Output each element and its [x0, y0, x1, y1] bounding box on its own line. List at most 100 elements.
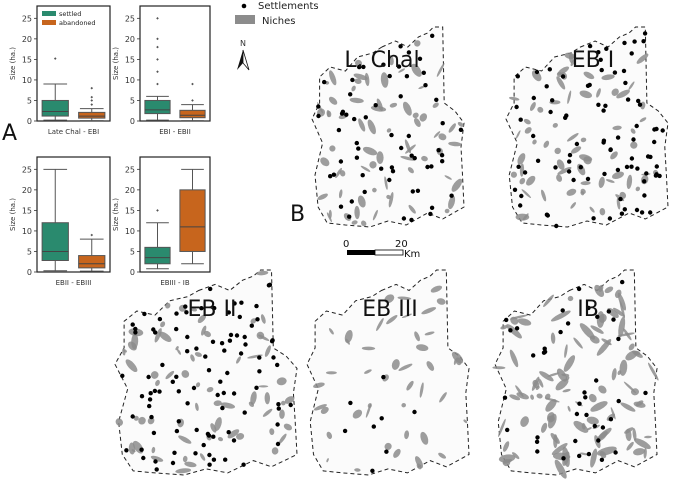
- niche-patch: [361, 220, 367, 227]
- niche-patch: [345, 338, 350, 345]
- settlement-dot: [222, 348, 227, 353]
- settlement-dot: [379, 166, 384, 171]
- settlement-dot: [522, 170, 528, 175]
- niche-patch: [567, 405, 571, 412]
- settlement-dot: [373, 103, 378, 108]
- niche-patch: [335, 167, 342, 179]
- niche-patch: [596, 339, 612, 356]
- settlement-dot: [356, 146, 361, 151]
- settlement-dot: [174, 428, 180, 434]
- niche-patch: [599, 208, 606, 216]
- settlement-dot: [624, 164, 630, 170]
- niche-patch: [626, 174, 633, 190]
- niche-patch: [213, 400, 222, 407]
- niche-patch: [349, 97, 364, 104]
- settlement-dot: [436, 148, 441, 153]
- settlement-dot: [184, 310, 189, 315]
- settlement-dot: [592, 423, 597, 429]
- settlement-dot: [404, 74, 410, 79]
- niche-patch: [406, 380, 414, 391]
- settlement-dot: [622, 207, 627, 212]
- settlement-dot: [596, 438, 601, 443]
- niche-patch: [128, 442, 136, 455]
- niche-patch: [401, 402, 406, 408]
- settlement-dot: [612, 70, 618, 75]
- settlement-dot: [535, 158, 541, 163]
- niche-patch: [633, 448, 645, 456]
- niche-patch: [430, 285, 443, 293]
- map-eb-iii: EB III: [306, 269, 470, 476]
- map-title: EB I: [572, 48, 614, 73]
- niche-patch: [398, 68, 406, 73]
- settlement-dot: [228, 332, 234, 338]
- y-tick-label: 0: [130, 268, 135, 277]
- outlier-point: [156, 70, 159, 74]
- map-title: EB II: [188, 297, 237, 322]
- scale-end: 20: [395, 239, 408, 250]
- boxplot-ebii-ebiii: 0 5 10 15 20 25 Size (ha.) EBII - EBIII: [9, 156, 111, 287]
- niche-patch: [531, 70, 542, 82]
- settlement-dot: [600, 425, 606, 430]
- niche-patch: [523, 118, 531, 125]
- settlement-dot: [362, 189, 367, 195]
- outlier-point: [90, 86, 94, 90]
- niche-patch: [203, 330, 211, 338]
- settlement-dot: [642, 193, 647, 198]
- niche-patch: [184, 461, 197, 468]
- niche-patch: [524, 127, 532, 134]
- niche-patch: [354, 205, 360, 220]
- niche-patch: [516, 392, 529, 400]
- niche-patch: [414, 40, 421, 47]
- niche-patch: [177, 349, 181, 355]
- niche-patch: [391, 359, 400, 370]
- niche-patch: [357, 195, 366, 208]
- settlement-dot: [425, 164, 430, 170]
- niche-patch: [355, 59, 362, 67]
- settlement-dot: [621, 68, 627, 74]
- niche-patch: [439, 392, 447, 403]
- settlement-dot: [514, 326, 520, 331]
- settlement-dot: [571, 177, 576, 183]
- settlement-dot: [387, 177, 392, 183]
- outlier-point: [191, 82, 194, 86]
- niche-patch: [206, 386, 214, 393]
- niche-patch: [613, 307, 625, 317]
- settlement-dot: [440, 121, 445, 126]
- outlier-point: [53, 57, 57, 60]
- settlement-dot: [531, 353, 536, 358]
- niche-patch: [283, 423, 293, 431]
- niche-patch: [567, 295, 574, 302]
- settlement-dot: [648, 154, 653, 160]
- niche-patch: [639, 117, 647, 123]
- box-abandoned: [78, 111, 106, 119]
- settlement-dot: [629, 164, 634, 169]
- settlement-dot: [620, 279, 625, 285]
- settlement-dot: [338, 204, 344, 209]
- settlement-dot: [194, 346, 199, 351]
- settlement-dot: [231, 438, 237, 443]
- niche-patch: [407, 167, 414, 174]
- niche-patch: [194, 352, 202, 357]
- niche-patch: [547, 372, 560, 377]
- niche-patch: [633, 401, 646, 408]
- niche-patch: [250, 318, 257, 324]
- niche-patch: [405, 144, 416, 154]
- settlement-dot: [514, 104, 519, 110]
- niche-patch: [647, 362, 659, 381]
- niche-patch: [498, 418, 506, 437]
- settlement-dot: [654, 164, 659, 169]
- settlement-dot: [336, 127, 342, 133]
- settlement-dot: [634, 123, 639, 129]
- settlement-dot: [384, 449, 389, 454]
- niche-patch: [276, 377, 287, 386]
- y-tick-label: 25: [22, 14, 32, 23]
- settlement-dot: [238, 351, 244, 356]
- settlement-dot: [554, 223, 559, 229]
- study-area-outline: [311, 26, 465, 228]
- niche-patch: [633, 438, 651, 449]
- niche-patch: [567, 90, 572, 104]
- niche-patch: [329, 145, 336, 152]
- niche-patch: [326, 110, 330, 118]
- niche-patch: [579, 323, 596, 340]
